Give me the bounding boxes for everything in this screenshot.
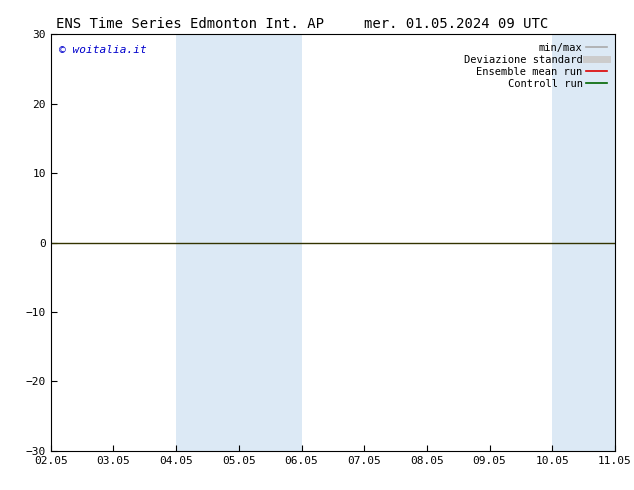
Bar	[176, 34, 239, 451]
Text: mer. 01.05.2024 09 UTC: mer. 01.05.2024 09 UTC	[365, 17, 548, 31]
Legend: min/max, Deviazione standard, Ensemble mean run, Controll run: min/max, Deviazione standard, Ensemble m…	[461, 40, 610, 92]
Text: © woitalia.it: © woitalia.it	[59, 45, 147, 55]
Text: ENS Time Series Edmonton Int. AP: ENS Time Series Edmonton Int. AP	[56, 17, 324, 31]
Bar	[239, 34, 302, 451]
Bar	[552, 34, 615, 451]
